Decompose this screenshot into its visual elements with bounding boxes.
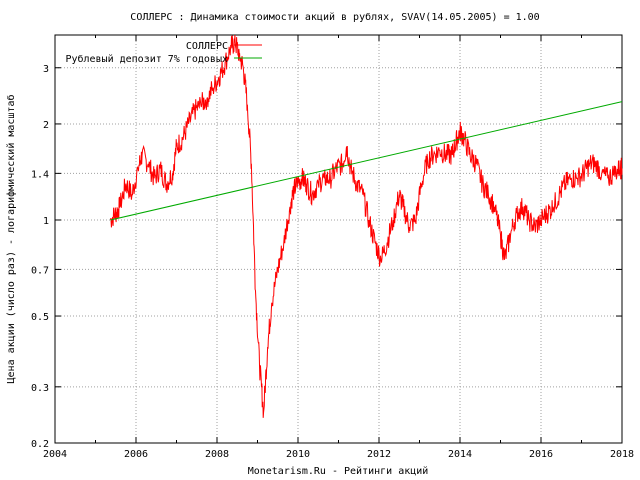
y-tick-label: 0.3 (31, 383, 49, 394)
x-tick-label: 2012 (367, 449, 391, 460)
y-tick-label: 1.4 (31, 169, 49, 180)
x-tick-label: 2006 (124, 449, 148, 460)
y-tick-label: 0.7 (31, 265, 49, 276)
x-tick-label: 2016 (529, 449, 553, 460)
series-line-1 (110, 34, 623, 418)
chart-title: СОЛЛЕРС : Динамика стоимости акций в руб… (130, 11, 539, 23)
x-tick-label: 2004 (43, 449, 67, 460)
y-tick-label: 3 (43, 64, 49, 75)
series-group (110, 34, 623, 418)
x-ticks: 2004 2006 2008 2010 2012 2014 2016 2018 (43, 35, 634, 460)
y-tick-label: 1 (43, 216, 49, 227)
y-axis-label: Цена акции (число раз) - логарифмический… (5, 95, 17, 384)
x-axis-label: Monetarism.Ru - Рейтинги акций (248, 465, 429, 477)
x-tick-label: 2010 (286, 449, 310, 460)
plot-frame (54, 34, 623, 444)
series-line-2 (110, 101, 623, 221)
legend-label-2: Рублевый депозит 7% годовых (65, 53, 228, 65)
grid (54, 35, 623, 443)
x-tick-label: 2018 (610, 449, 634, 460)
y-ticks: 0.2 0.3 0.5 0.7 1 1.4 2 3 (31, 64, 622, 450)
y-tick-label: 0.2 (31, 439, 49, 450)
x-tick-label: 2014 (448, 449, 472, 460)
legend-label-1: СОЛЛЕРС (186, 41, 228, 52)
y-tick-label: 0.5 (31, 312, 49, 323)
x-tick-label: 2008 (205, 449, 229, 460)
y-tick-label: 2 (43, 120, 49, 131)
